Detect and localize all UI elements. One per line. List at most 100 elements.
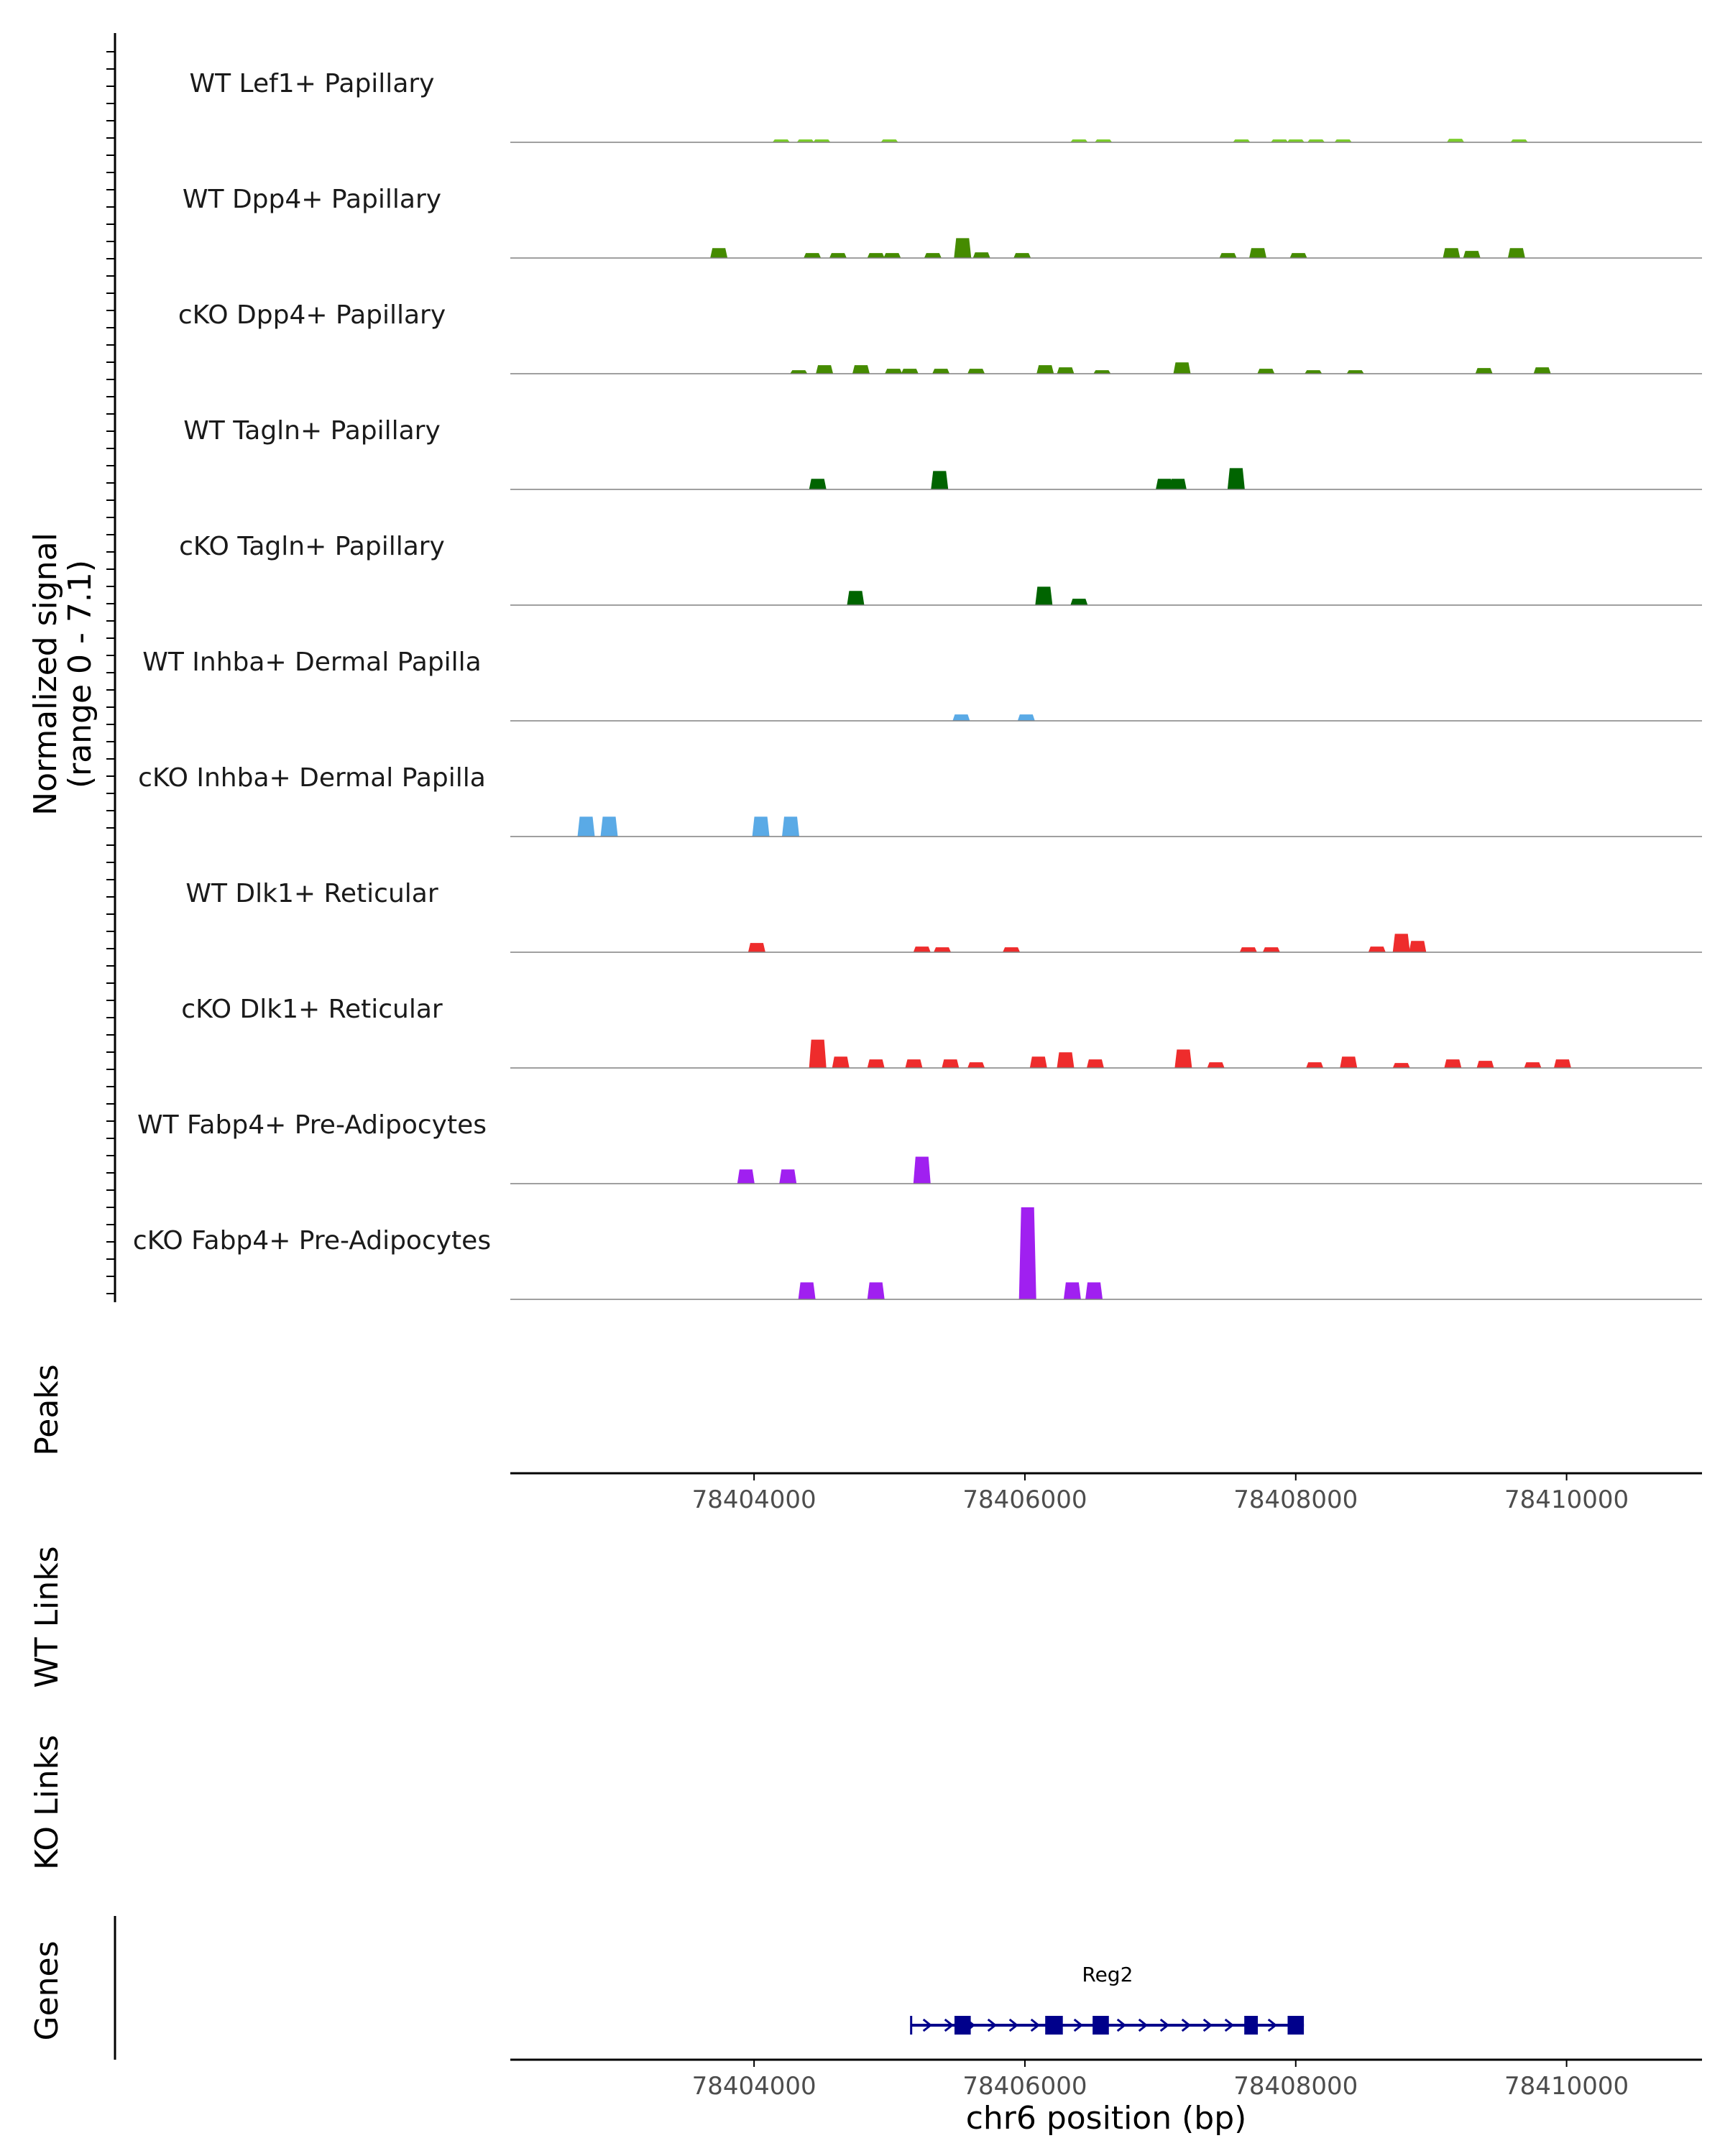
coverage-peak	[901, 369, 919, 374]
coverage-peak	[710, 248, 728, 258]
strand-arrow-icon	[922, 2018, 933, 2032]
track-label: WT Lef1+ Papillary	[190, 69, 435, 98]
coverage-peak	[809, 479, 827, 489]
track-8: WT Dlk1+ Reticular	[185, 879, 1702, 953]
strand-arrow-icon	[1159, 2018, 1170, 2032]
coverage-peak	[1368, 946, 1386, 952]
coverage-peak	[913, 1156, 931, 1184]
track-label: cKO Inhba+ Dermal Papilla	[138, 763, 486, 793]
track-11: cKO Fabp4+ Pre-Adipocytes	[133, 1207, 1702, 1300]
track-label: WT Dpp4+ Papillary	[183, 185, 441, 214]
coverage-peak	[867, 1059, 885, 1068]
coverage-peak	[796, 139, 814, 142]
coverage-peak	[967, 1062, 985, 1068]
coverage-peak	[847, 591, 865, 605]
strand-arrow-icon	[1267, 2018, 1278, 2032]
coverage-peak	[867, 1282, 885, 1299]
coverage-peak	[880, 139, 898, 142]
gene-exon	[1045, 2016, 1063, 2035]
coverage-peak	[1063, 1282, 1081, 1299]
coverage-peak	[1257, 369, 1275, 374]
track-label: WT Inhba+ Dermal Papilla	[142, 648, 481, 677]
coverage-peak	[1307, 139, 1325, 142]
coverage-peak	[1169, 479, 1187, 489]
x-tick-label: 78404000	[692, 2072, 816, 2101]
coverage-peak	[1057, 367, 1075, 374]
coverage-peak	[1219, 253, 1237, 258]
coverage-peak	[1018, 1207, 1036, 1299]
coverage-peak	[885, 369, 903, 374]
signal-y-ticks	[106, 51, 115, 1294]
coverage-peak	[1346, 370, 1364, 374]
track-label: cKO Dlk1+ Reticular	[181, 995, 443, 1024]
coverage-peak	[1249, 248, 1267, 258]
coverage-peak	[798, 1282, 816, 1299]
gene-exon	[954, 2016, 971, 2035]
track-label: cKO Dpp4+ Papillary	[178, 300, 446, 330]
coverage-tracks: WT Lef1+ Papillary WT Dpp4+ Papillary cKO …	[133, 69, 1702, 1300]
track-5: cKO Tagln+ Papillary	[179, 532, 1702, 606]
coverage-peak	[1289, 253, 1307, 258]
strand-arrow-icon	[1116, 2018, 1127, 2032]
gene-exon	[1287, 2016, 1305, 2035]
strand-arrow-icon	[987, 2018, 998, 2032]
coverage-peak	[1156, 479, 1174, 489]
coverage-peak	[934, 947, 952, 952]
coverage-peak	[1095, 139, 1113, 142]
coverage-peak	[752, 816, 770, 837]
coverage-peak	[772, 139, 790, 142]
coverage-peak	[867, 253, 885, 258]
coverage-peak	[1086, 1059, 1104, 1068]
coverage-peak	[1035, 586, 1053, 605]
genes-panel-label: Genes	[29, 1940, 65, 2040]
coverage-peak	[1533, 367, 1551, 374]
coverage-peak	[1392, 934, 1410, 952]
coverage-peak	[1173, 362, 1191, 374]
coverage-peak	[829, 253, 847, 258]
coverage-peak	[1447, 139, 1465, 142]
coverage-peak	[883, 253, 901, 258]
y-axis-title-line2: (range 0 - 7.1)	[62, 560, 98, 788]
strand-arrow-icon	[1138, 2018, 1149, 2032]
genes-x-axis-ticks: 78404000 78406000 78408000 78410000	[692, 2060, 1629, 2101]
strand-arrow-icon	[944, 2018, 954, 2032]
coverage-peak	[779, 1169, 797, 1184]
strand-arrow-icon	[1030, 2018, 1041, 2032]
coverage-peak	[1233, 139, 1251, 142]
x-tick-label: 78410000	[1504, 2072, 1629, 2101]
track-2: WT Dpp4+ Papillary	[183, 185, 1702, 259]
coverage-peak	[1057, 1052, 1075, 1068]
coverage-peak	[1093, 370, 1111, 374]
coverage-peak	[1553, 1059, 1571, 1068]
coverage-peak	[1392, 1063, 1410, 1068]
coverage-peak	[809, 1039, 827, 1068]
gene-exon	[1092, 2016, 1109, 2035]
peaks-panel: Peaks 78404000 78406000 78408000 78410000	[29, 1364, 1702, 1514]
coverage-peak	[1174, 1049, 1192, 1068]
coverage-peak	[924, 253, 942, 258]
coverage-peak	[1340, 1056, 1358, 1068]
coverage-peak	[1262, 947, 1280, 952]
x-tick-label: 78404000	[692, 1485, 816, 1514]
track-3: cKO Dpp4+ Papillary	[178, 300, 1702, 374]
x-tick-label: 78406000	[962, 1485, 1087, 1514]
track-9: cKO Dlk1+ Reticular	[181, 995, 1702, 1069]
signal-y-axis: Normalized signal (range 0 - 7.1)	[27, 33, 116, 1302]
coverage-peak	[737, 1169, 755, 1184]
coverage-peak	[1443, 248, 1460, 258]
genes-panel: Genes Reg2 78404000 78406000 78408000 78410…	[29, 1916, 1702, 2137]
coverage-peak	[1070, 599, 1088, 605]
coverage-peak	[852, 365, 870, 374]
coverage-peak	[1207, 1062, 1225, 1068]
coverage-peak	[1227, 468, 1245, 489]
strand-arrow-icon	[1202, 2018, 1213, 2032]
coverage-peak	[972, 252, 990, 258]
x-axis-title: chr6 position (bp)	[966, 2100, 1247, 2137]
track-label: WT Dlk1+ Reticular	[185, 879, 438, 908]
coverage-peak	[1029, 1056, 1047, 1068]
coverage-peak	[942, 1059, 960, 1068]
y-axis-title-line1: Normalized signal	[27, 533, 64, 816]
coverage-peak	[932, 369, 950, 374]
x-tick-label: 78410000	[1504, 1485, 1629, 1514]
